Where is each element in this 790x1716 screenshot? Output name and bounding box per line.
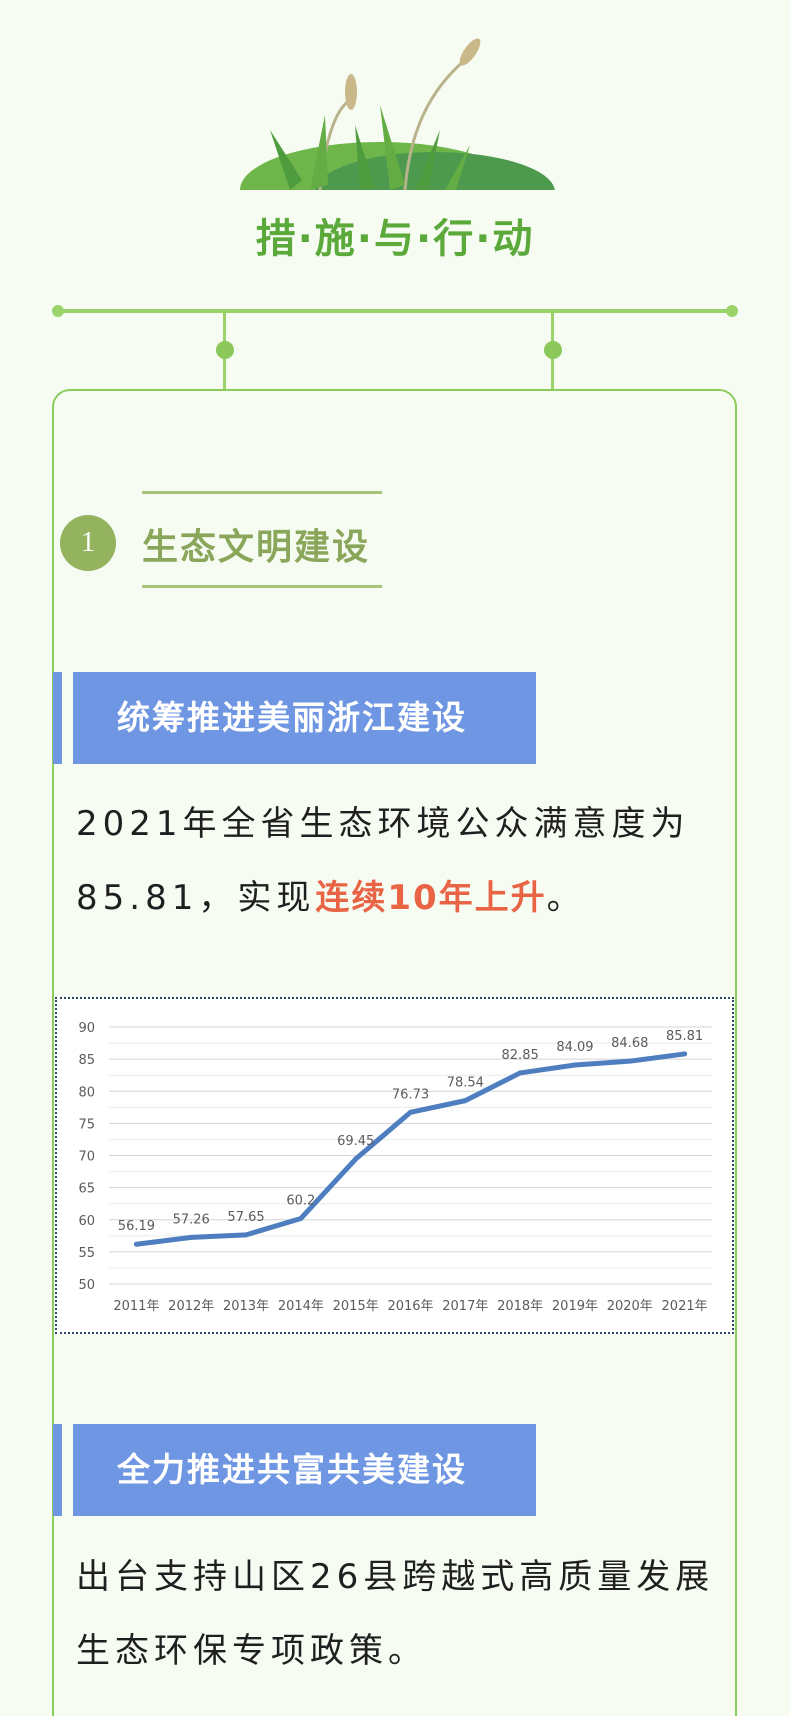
divider-dot-left — [52, 305, 64, 317]
chart-xtick-label: 2014年 — [278, 1299, 324, 1314]
chart-data-label: 82.85 — [502, 1048, 539, 1063]
section-number-badge: 1 — [60, 515, 116, 571]
chart-data-point — [682, 1051, 688, 1057]
paragraph-1-end: 。 — [546, 878, 586, 918]
chart-ytick-label: 75 — [78, 1117, 95, 1132]
chart-data-label: 78.54 — [447, 1076, 484, 1091]
chart-xtick-label: 2013年 — [223, 1299, 269, 1314]
chart-xtick-label: 2018年 — [497, 1299, 543, 1314]
section-title-rule-top — [142, 491, 382, 494]
chart-ytick-label: 80 — [78, 1085, 95, 1100]
banner-edge-1 — [53, 672, 62, 764]
paragraph-1: 2021年全省生态环境公众满意度为85.81，实现连续10年上升。 — [76, 787, 726, 935]
paragraph-2: 出台支持山区26县跨越式高质量发展生态环保专项政策。 — [76, 1557, 715, 1671]
chart-data-point — [627, 1058, 633, 1064]
section-title-rule-bottom — [142, 585, 382, 588]
chart-ytick-label: 55 — [78, 1246, 95, 1261]
chart-xtick-label: 2017年 — [442, 1299, 488, 1314]
divider-dot-right — [726, 305, 738, 317]
chart-data-point — [298, 1215, 304, 1221]
chart-data-label: 85.81 — [666, 1029, 703, 1044]
chart-data-point — [353, 1156, 359, 1162]
banner-edge-2 — [53, 1424, 62, 1516]
chart-ytick-label: 50 — [78, 1278, 95, 1293]
page-title: 措·施·与·行·动 — [255, 216, 535, 262]
chart-data-point — [408, 1109, 413, 1115]
divider-line — [57, 309, 732, 313]
grass-hill-illustration — [230, 38, 560, 200]
subsection-banner-1: 统筹推进美丽浙江建设 — [73, 672, 536, 764]
paragraph-1-text: 2021年全省生态环境公众满意度为85.81，实现 — [76, 804, 690, 918]
chart-ytick-label: 90 — [78, 1021, 95, 1036]
chart-data-point — [133, 1241, 139, 1247]
chart-ytick-label: 65 — [78, 1182, 95, 1197]
chart-data-point — [517, 1070, 523, 1076]
chart-series-line — [133, 1051, 688, 1247]
chart-xtick-label: 2019年 — [552, 1299, 598, 1314]
chart-xtick-label: 2015年 — [333, 1299, 379, 1314]
chart-xtick-label: 2012年 — [168, 1299, 214, 1314]
chart-data-label: 84.09 — [556, 1040, 593, 1055]
subsection-banner-2: 全力推进共富共美建设 — [73, 1424, 536, 1516]
hook-dot-right — [544, 341, 562, 359]
chart-ytick-label: 70 — [78, 1150, 95, 1165]
chart-xtick-label: 2021年 — [662, 1299, 708, 1314]
chart-data-label: 69.45 — [337, 1134, 374, 1149]
chart-ytick-label: 85 — [78, 1053, 95, 1068]
chart-data-label: 56.19 — [118, 1219, 155, 1234]
chart-ytick-label: 60 — [78, 1214, 95, 1229]
paragraph-1-highlight: 连续10年上升 — [315, 878, 547, 918]
chart-data-point — [572, 1062, 578, 1068]
chart-xtick-label: 2011年 — [113, 1299, 159, 1314]
hook-dot-left — [216, 341, 234, 359]
chart-data-point — [462, 1098, 468, 1104]
chart-data-label: 76.73 — [392, 1087, 429, 1102]
chart-data-label: 84.68 — [611, 1036, 648, 1051]
chart-data-label: 57.65 — [227, 1210, 264, 1225]
chart-data-label: 60.2 — [286, 1193, 315, 1208]
chart-svg: 50 55 60 65 70 75 80 85 90 2011年 2012年 2013年 2014年 20… — [78, 1021, 712, 1314]
chart-data-point — [243, 1232, 249, 1238]
satisfaction-line-chart: 50 55 60 65 70 75 80 85 90 2011年 2012年 2013年 2014年 20… — [55, 997, 734, 1334]
section-title: 生态文明建设 — [142, 527, 371, 568]
chart-xtick-label: 2016年 — [387, 1299, 433, 1314]
chart-xtick-label: 2020年 — [607, 1299, 653, 1314]
chart-data-label: 57.26 — [173, 1212, 210, 1227]
chart-data-point — [188, 1234, 194, 1240]
